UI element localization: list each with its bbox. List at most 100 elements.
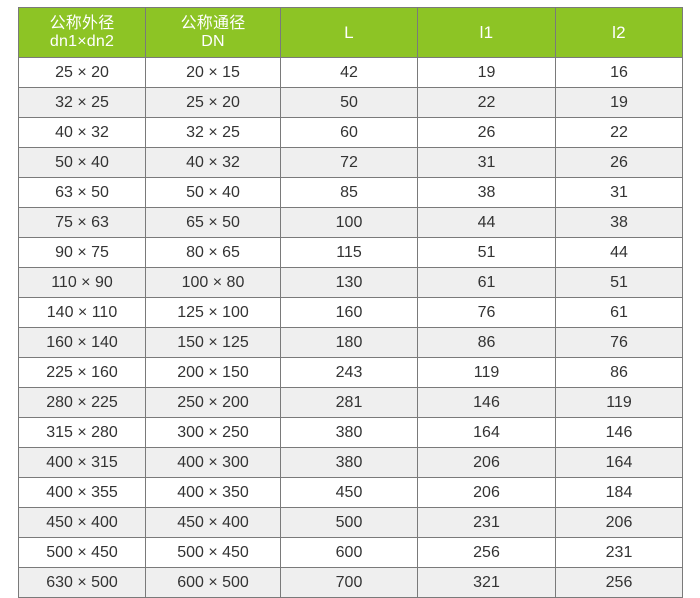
cell-nominal-outer-diameter: 280 × 225: [18, 387, 146, 418]
table-row: 160 × 140 150 × 125 180 86 76: [18, 327, 683, 358]
cell-length-l1: 256: [417, 537, 556, 568]
cell-length-l2: 51: [555, 267, 683, 298]
cell-length-l2: 16: [555, 57, 683, 88]
cell-length-l1: 231: [417, 507, 556, 538]
cell-length-l1: 206: [417, 477, 556, 508]
cell-length-L: 130: [280, 267, 418, 298]
column-header-length-l1: l1: [417, 7, 556, 58]
cell-length-l2: 26: [555, 147, 683, 178]
cell-nominal-outer-diameter: 225 × 160: [18, 357, 146, 388]
cell-length-l2: 231: [555, 537, 683, 568]
cell-length-l1: 321: [417, 567, 556, 598]
column-header-length-l2: l2: [555, 7, 683, 58]
table-row: 25 × 20 20 × 15 42 19 16: [18, 57, 683, 88]
table-row: 140 × 110 125 × 100 160 76 61: [18, 297, 683, 328]
cell-length-L: 380: [280, 447, 418, 478]
cell-nominal-bore-diameter: 500 × 450: [145, 537, 281, 568]
cell-nominal-bore-diameter: 250 × 200: [145, 387, 281, 418]
cell-length-L: 42: [280, 57, 418, 88]
table-row: 315 × 280 300 × 250 380 164 146: [18, 417, 683, 448]
cell-nominal-outer-diameter: 630 × 500: [18, 567, 146, 598]
cell-length-L: 700: [280, 567, 418, 598]
cell-length-L: 380: [280, 417, 418, 448]
cell-nominal-bore-diameter: 400 × 300: [145, 447, 281, 478]
table-row: 400 × 355 400 × 350 450 206 184: [18, 477, 683, 508]
column-header-line1: l2: [612, 22, 626, 42]
cell-length-L: 281: [280, 387, 418, 418]
cell-length-L: 500: [280, 507, 418, 538]
cell-nominal-outer-diameter: 40 × 32: [18, 117, 146, 148]
cell-nominal-bore-diameter: 100 × 80: [145, 267, 281, 298]
cell-nominal-bore-diameter: 150 × 125: [145, 327, 281, 358]
cell-nominal-bore-diameter: 65 × 50: [145, 207, 281, 238]
cell-length-l2: 19: [555, 87, 683, 118]
cell-length-l1: 38: [417, 177, 556, 208]
table-row: 90 × 75 80 × 65 115 51 44: [18, 237, 683, 268]
table-row: 450 × 400 450 × 400 500 231 206: [18, 507, 683, 538]
cell-nominal-outer-diameter: 450 × 400: [18, 507, 146, 538]
column-header-line2: dn1×dn2: [49, 32, 115, 50]
table-row: 500 × 450 500 × 450 600 256 231: [18, 537, 683, 568]
cell-nominal-bore-diameter: 200 × 150: [145, 357, 281, 388]
cell-length-l1: 26: [417, 117, 556, 148]
cell-length-l1: 119: [417, 357, 556, 388]
table-row: 32 × 25 25 × 20 50 22 19: [18, 87, 683, 118]
column-header-line1: 公称外径: [49, 14, 115, 32]
cell-length-l2: 256: [555, 567, 683, 598]
cell-nominal-outer-diameter: 50 × 40: [18, 147, 146, 178]
cell-length-l2: 31: [555, 177, 683, 208]
column-header-nominal-bore-diameter: 公称通径 DN: [145, 7, 281, 58]
cell-nominal-outer-diameter: 140 × 110: [18, 297, 146, 328]
cell-length-L: 160: [280, 297, 418, 328]
cell-length-l1: 61: [417, 267, 556, 298]
cell-nominal-outer-diameter: 63 × 50: [18, 177, 146, 208]
cell-length-L: 115: [280, 237, 418, 268]
cell-length-l1: 206: [417, 447, 556, 478]
cell-nominal-outer-diameter: 75 × 63: [18, 207, 146, 238]
cell-length-l1: 51: [417, 237, 556, 268]
table-row: 75 × 63 65 × 50 100 44 38: [18, 207, 683, 238]
cell-length-l1: 22: [417, 87, 556, 118]
cell-length-L: 85: [280, 177, 418, 208]
column-header-length-L: L: [280, 7, 418, 58]
cell-nominal-outer-diameter: 25 × 20: [18, 57, 146, 88]
cell-nominal-bore-diameter: 300 × 250: [145, 417, 281, 448]
table-row: 280 × 225 250 × 200 281 146 119: [18, 387, 683, 418]
cell-nominal-outer-diameter: 400 × 355: [18, 477, 146, 508]
cell-length-l2: 184: [555, 477, 683, 508]
column-header-line2: DN: [201, 32, 225, 50]
column-header-nominal-outer-diameter: 公称外径 dn1×dn2: [18, 7, 146, 58]
cell-length-l2: 119: [555, 387, 683, 418]
cell-length-l1: 44: [417, 207, 556, 238]
cell-nominal-outer-diameter: 90 × 75: [18, 237, 146, 268]
cell-length-l1: 76: [417, 297, 556, 328]
column-header-line1: l1: [479, 22, 494, 42]
cell-nominal-bore-diameter: 20 × 15: [145, 57, 281, 88]
cell-nominal-outer-diameter: 400 × 315: [18, 447, 146, 478]
cell-nominal-outer-diameter: 160 × 140: [18, 327, 146, 358]
cell-nominal-bore-diameter: 40 × 32: [145, 147, 281, 178]
cell-length-l1: 31: [417, 147, 556, 178]
cell-nominal-bore-diameter: 600 × 500: [145, 567, 281, 598]
cell-nominal-bore-diameter: 50 × 40: [145, 177, 281, 208]
pipe-fitting-dimensions-table: 公称外径 dn1×dn2 公称通径 DN L l1 l2 25 × 20 20 ×…: [18, 7, 683, 598]
cell-length-l2: 206: [555, 507, 683, 538]
table-row: 400 × 315 400 × 300 380 206 164: [18, 447, 683, 478]
cell-length-l2: 44: [555, 237, 683, 268]
table-row: 50 × 40 40 × 32 72 31 26: [18, 147, 683, 178]
cell-length-l1: 164: [417, 417, 556, 448]
cell-length-l2: 61: [555, 297, 683, 328]
cell-nominal-bore-diameter: 80 × 65: [145, 237, 281, 268]
table-row: 110 × 90 100 × 80 130 61 51: [18, 267, 683, 298]
cell-length-L: 60: [280, 117, 418, 148]
cell-length-L: 243: [280, 357, 418, 388]
cell-nominal-bore-diameter: 125 × 100: [145, 297, 281, 328]
table-row: 40 × 32 32 × 25 60 26 22: [18, 117, 683, 148]
cell-nominal-outer-diameter: 315 × 280: [18, 417, 146, 448]
table-header-row: 公称外径 dn1×dn2 公称通径 DN L l1 l2: [18, 7, 683, 58]
table-row: 630 × 500 600 × 500 700 321 256: [18, 567, 683, 598]
cell-nominal-outer-diameter: 500 × 450: [18, 537, 146, 568]
spec-table-container: 公称外径 dn1×dn2 公称通径 DN L l1 l2 25 × 20 20 ×…: [18, 7, 683, 598]
cell-length-l1: 19: [417, 57, 556, 88]
cell-nominal-bore-diameter: 25 × 20: [145, 87, 281, 118]
